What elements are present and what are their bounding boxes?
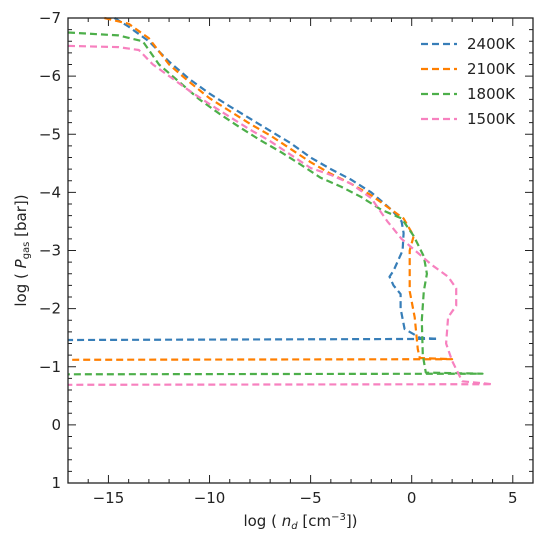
x-tick-label: −5	[300, 489, 322, 507]
legend-label-2400K: 2400K	[467, 35, 516, 53]
x-axis-label: log ( nd [cm−3])	[243, 512, 357, 532]
series-layer	[67, 16, 494, 386]
series-line-2100K	[67, 16, 454, 361]
y-tick-label: −4	[39, 183, 61, 201]
y-tick-label: −5	[39, 125, 61, 143]
legend-label-1800K: 1800K	[467, 85, 516, 103]
tick-layer	[67, 17, 534, 484]
tick-labels: −15 −10 −5 0 5−7−6−5−4−3−2−101	[39, 9, 518, 507]
y-tick-label: −6	[39, 67, 61, 85]
plot-frame	[67, 17, 534, 484]
legend-label-1500K: 1500K	[467, 110, 516, 128]
legend-label-2100K: 2100K	[467, 60, 516, 78]
y-tick-label: −1	[39, 358, 61, 376]
y-tick-label: −7	[39, 9, 61, 27]
series-line-1500K	[67, 44, 494, 386]
y-tick-label: 0	[51, 416, 61, 434]
x-tick-label: 0	[407, 489, 417, 507]
y-tick-label: −2	[39, 300, 61, 318]
x-tick-label: −10	[194, 489, 226, 507]
y-tick-label: 1	[51, 474, 61, 492]
y-tick-label: −3	[39, 242, 61, 260]
series-line-1800K	[67, 31, 484, 376]
y-axis-label: log ( Pgas [bar])	[12, 194, 32, 306]
x-tick-label: −15	[93, 489, 125, 507]
x-tick-label: 5	[508, 489, 518, 507]
legend: 2400K 2100K 1800K 1500K	[421, 35, 516, 128]
series-line-2400K	[67, 17, 440, 342]
